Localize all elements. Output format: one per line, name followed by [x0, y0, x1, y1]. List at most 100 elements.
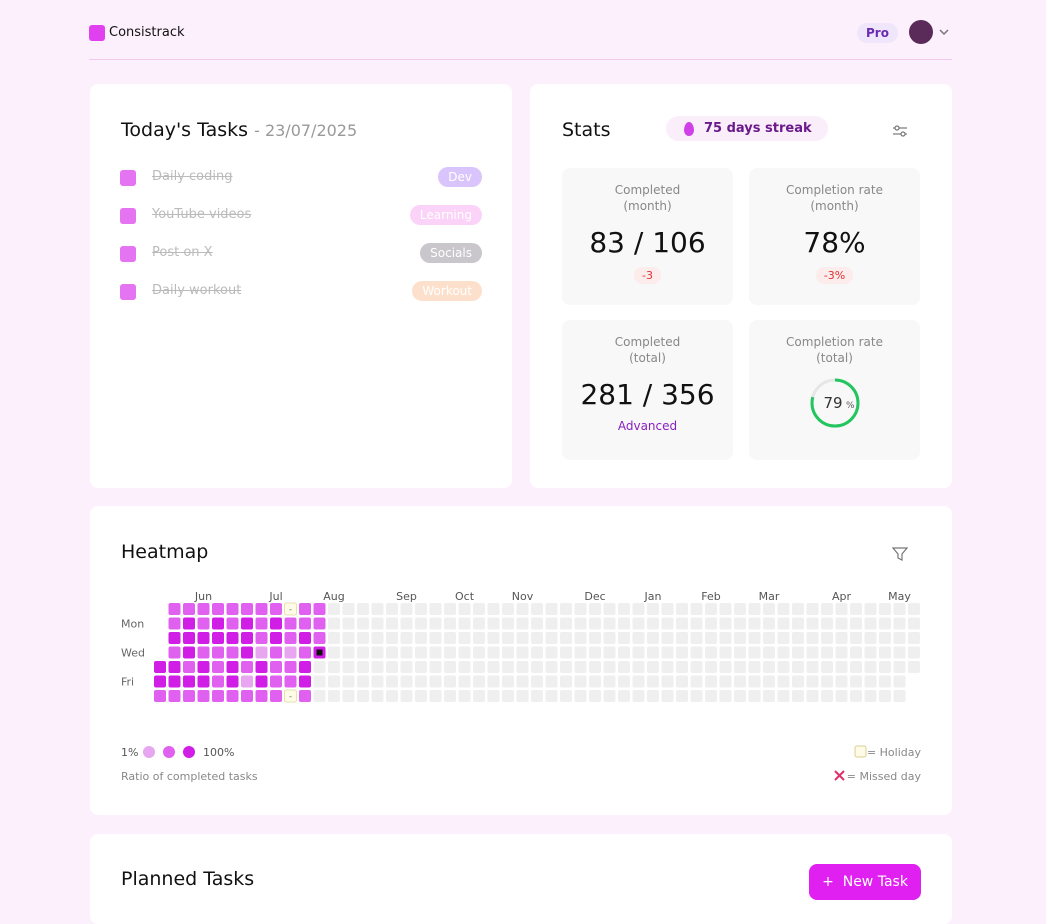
heatmap-cell	[255, 661, 268, 673]
stat-change: -3%	[815, 267, 854, 284]
change-wrap: -3%	[749, 259, 920, 284]
heatmap-cell	[545, 603, 558, 615]
heatmap-cell	[864, 690, 877, 702]
heatmap-cell	[342, 661, 355, 673]
planned-card: Planned Tasks + New Task	[90, 834, 952, 924]
heatmap-cell	[357, 617, 369, 630]
button-label: New Task	[842, 874, 908, 890]
heatmap-cell	[864, 675, 877, 688]
heatmap-cell	[893, 690, 906, 702]
heatmap-cell	[357, 675, 369, 688]
heatmap-cell	[386, 661, 398, 673]
filter-icon[interactable]	[892, 546, 908, 562]
heatmap-cell	[371, 675, 384, 688]
heatmap-cell	[458, 632, 471, 644]
settings-icon[interactable]	[892, 124, 908, 138]
title: Today's Tasks	[121, 119, 249, 141]
heatmap-cell	[458, 603, 471, 615]
heatmap-cell	[748, 675, 761, 688]
menu-arrow[interactable]	[938, 27, 950, 37]
task-name: Post on X	[152, 245, 213, 260]
heatmap-cell	[328, 646, 340, 659]
heatmap-cell	[777, 603, 790, 615]
heatmap-cell	[632, 675, 645, 688]
heatmap-cell	[719, 690, 732, 702]
stat-card: Completed (total) 281 / 356 Advanced	[562, 320, 733, 460]
stat-value: 281 / 356	[580, 378, 715, 411]
stat-label: Completed	[614, 335, 681, 349]
heatmap-cell	[415, 661, 427, 673]
heatmap-cell	[661, 617, 674, 630]
heatmap-cell	[850, 603, 862, 615]
heatmap-cell	[168, 646, 181, 659]
heatmap-cell	[879, 632, 891, 644]
heatmap-cell	[705, 617, 717, 630]
heatmap-cell	[429, 617, 442, 630]
heatmap-cell	[255, 646, 268, 659]
heatmap-cell	[719, 646, 732, 659]
heatmap-cell	[429, 603, 442, 615]
heatmap-cell	[661, 632, 674, 644]
heatmap-cell	[835, 603, 848, 615]
heatmap-cell	[212, 617, 224, 630]
heatmap-cell	[777, 646, 790, 659]
avatar[interactable]	[909, 20, 933, 44]
heatmap-cell	[154, 690, 166, 702]
heatmap-cell	[212, 661, 224, 673]
heatmap-cell	[241, 617, 253, 630]
heatmap-cell	[328, 675, 340, 688]
heatmap-cell	[168, 603, 181, 615]
heatmap-cell	[589, 632, 601, 644]
heatmap-cell	[502, 690, 514, 702]
heatmap-cell	[415, 675, 427, 688]
month-label: Aug	[323, 590, 344, 603]
heatmap-cell	[183, 603, 195, 615]
task-name: Daily coding	[152, 169, 233, 184]
divider	[89, 59, 952, 60]
heatmap-cell	[647, 632, 659, 644]
task-name: YouTube videos	[152, 207, 252, 222]
heatmap-cell	[299, 603, 311, 615]
date: - 23/07/2025	[254, 121, 358, 140]
heatmap-cell	[603, 632, 616, 644]
heatmap-cell	[574, 675, 587, 688]
heatmap-cell	[560, 603, 572, 615]
heatmap-cell	[429, 632, 442, 644]
heatmap-cell	[429, 690, 442, 702]
heatmap-cell	[531, 646, 543, 659]
heatmap-cell	[516, 603, 529, 615]
heatmap-cell	[748, 603, 761, 615]
heatmap-cell	[328, 617, 340, 630]
heatmap-cell	[502, 661, 514, 673]
heatmap-cell	[212, 603, 224, 615]
heatmap-cell	[864, 646, 877, 659]
heatmap-cell	[226, 675, 239, 688]
heatmap-cell	[835, 646, 848, 659]
heatmap-cell	[197, 690, 210, 702]
heatmap-cell	[806, 632, 819, 644]
heatmap-cell	[632, 646, 645, 659]
new-task-button[interactable]: + New Task	[809, 864, 921, 900]
heatmap-cell	[502, 675, 514, 688]
heatmap-cell	[371, 661, 384, 673]
stat-period: (total)	[629, 351, 666, 365]
month-label: Mar	[759, 590, 780, 603]
heatmap-cell	[908, 617, 920, 630]
heatmap-cell	[284, 617, 297, 630]
heatmap-cell	[342, 675, 355, 688]
heatmap-cell	[444, 690, 456, 702]
heatmap-cell	[444, 603, 456, 615]
stat-value: 78%	[803, 226, 866, 259]
missed-icon	[834, 770, 845, 781]
heatmap-cell	[444, 646, 456, 659]
heatmap-cell	[777, 632, 790, 644]
heatmap-cell	[357, 661, 369, 673]
heatmap-cell	[197, 632, 210, 644]
heatmap-cell	[734, 646, 746, 659]
heatmap-cell	[284, 675, 297, 688]
heatmap-cell	[313, 661, 326, 673]
checkbox	[120, 170, 136, 186]
heatmap-cell	[777, 617, 790, 630]
task-row: Daily workout Workout	[120, 281, 482, 303]
stat-card: Completion rate (month) 78% -3%	[749, 168, 920, 305]
